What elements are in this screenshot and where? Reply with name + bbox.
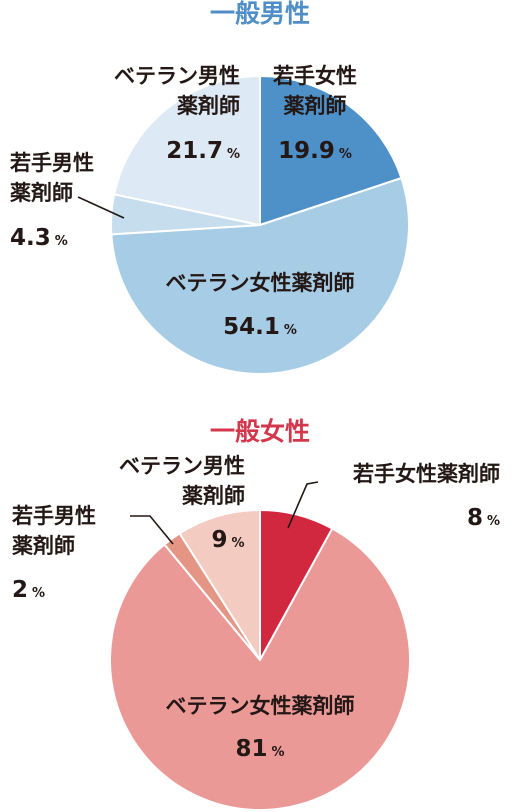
pie-slice	[109, 527, 411, 811]
slice-label-line1: 若手男性	[9, 151, 94, 175]
pie-slice	[110, 177, 410, 375]
chart-title: 一般女性	[210, 417, 310, 446]
slice-label-line1: ベテラン男性	[119, 454, 245, 478]
slice-label-line1: ベテラン女性薬剤師	[166, 694, 355, 718]
pie-slice	[113, 75, 261, 226]
slice-label-line2: 薬剤師	[284, 94, 347, 118]
pie-slice	[259, 75, 403, 226]
slice-value-label: 54.1%	[223, 314, 297, 340]
slice-label-veteran-female: ベテラン女性薬剤師 81%	[166, 694, 355, 762]
slice-value-label: 9%	[211, 527, 244, 553]
slice-label-veteran-female: ベテラン女性薬剤師 54.1%	[166, 271, 355, 340]
slice-value-label: 2%	[12, 577, 45, 603]
slice-label-line1: 若手男性	[11, 504, 96, 528]
slice-label-line2: 薬剤師	[10, 181, 73, 205]
pie-chart-general-female: 一般女性 若手女性薬剤師 8% ベテラン女性薬剤師 81% 若手男性 薬剤師 2…	[11, 417, 500, 811]
slice-value-label: 8%	[467, 505, 500, 531]
slice-value-label: 19.9%	[278, 138, 352, 164]
leader-line	[77, 196, 125, 219]
slice-value-label: 21.7%	[166, 138, 240, 164]
leader-line	[287, 481, 319, 529]
slice-value-label: 81%	[235, 736, 284, 762]
slice-label-line1: ベテラン女性薬剤師	[166, 271, 355, 295]
slice-label-young-male: 若手男性 薬剤師 4.3%	[9, 151, 94, 251]
chart-title: 一般男性	[210, 0, 310, 28]
slice-label-line1: 若手女性	[272, 64, 357, 88]
slice-label-line2: 薬剤師	[12, 534, 75, 558]
slice-label-line1: ベテラン男性	[114, 64, 240, 88]
slice-label-line1: 若手女性薬剤師	[352, 462, 500, 486]
slice-label-young-female: 若手女性 薬剤師 19.9%	[272, 64, 357, 164]
slice-label-veteran-male: ベテラン男性 薬剤師 9%	[119, 454, 245, 553]
pie-slice	[178, 509, 261, 661]
slice-label-young-male: 若手男性 薬剤師 2%	[11, 504, 96, 603]
slice-label-veteran-male: ベテラン男性 薬剤師 21.7%	[114, 64, 240, 164]
slice-value-label: 4.3%	[10, 225, 68, 251]
slice-label-line2: 薬剤師	[182, 484, 245, 508]
slice-label-young-female: 若手女性薬剤師 8%	[352, 462, 500, 531]
pie-chart-general-male: 一般男性 若手女性 薬剤師 19.9% ベテラン女性薬剤師 54.1% 若手男性…	[9, 0, 410, 375]
slice-label-line2: 薬剤師	[177, 94, 240, 118]
leader-line	[130, 515, 174, 545]
